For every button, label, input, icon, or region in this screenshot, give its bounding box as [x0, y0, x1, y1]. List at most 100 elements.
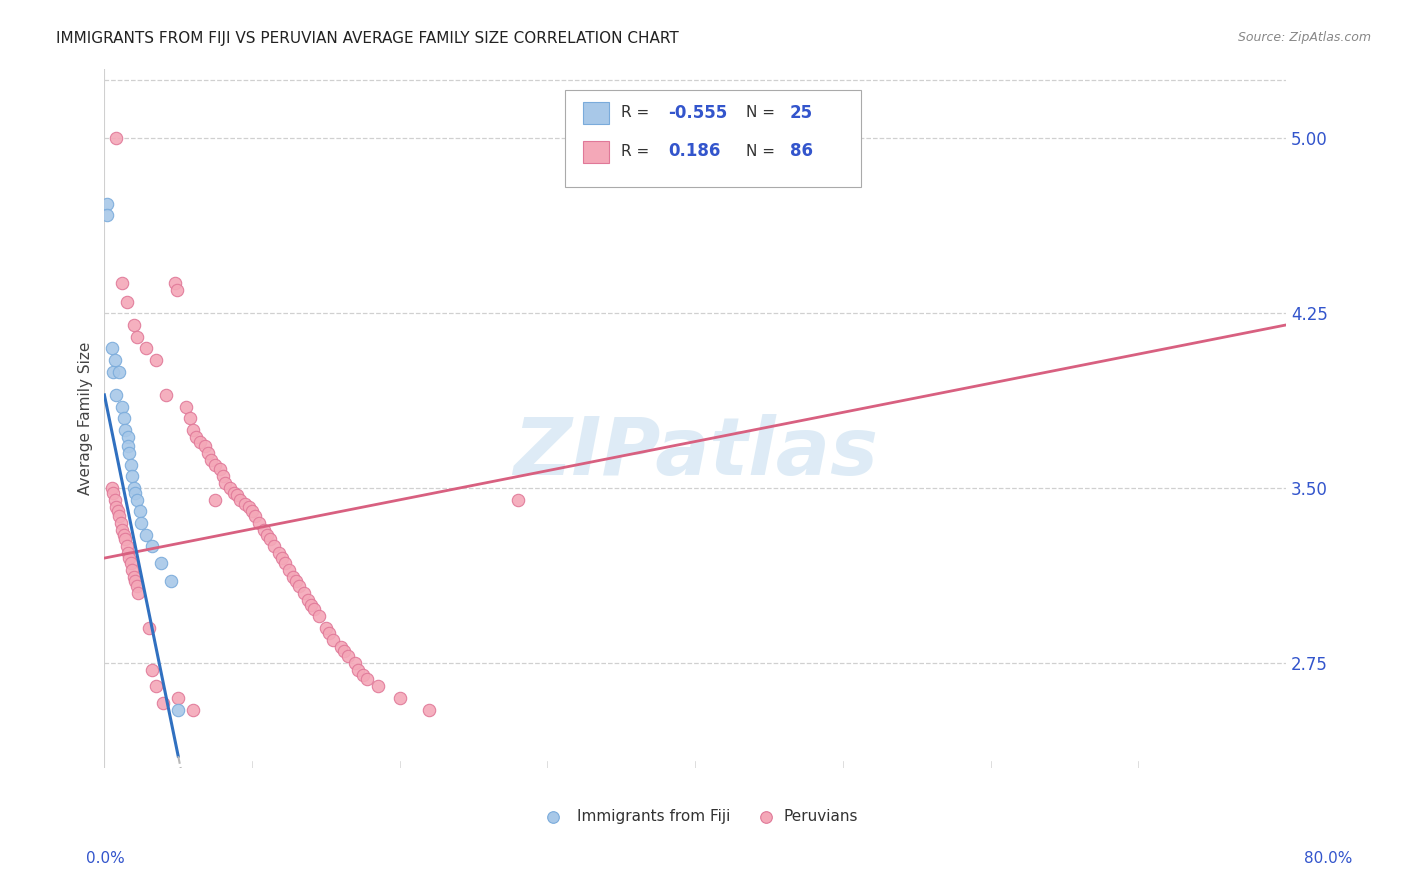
Point: [128, 504, 150, 518]
Point: [256, 528, 278, 542]
Point: [197, 446, 219, 460]
Text: 0.0%: 0.0%: [86, 851, 125, 865]
Point: [259, 533, 281, 547]
Point: [240, 504, 263, 518]
Text: 80.0%: 80.0%: [1305, 851, 1353, 865]
Point: [122, 481, 145, 495]
Point: [127, 586, 149, 600]
Point: [329, 640, 352, 654]
Point: [124, 574, 146, 589]
Point: [118, 446, 141, 460]
Point: [194, 439, 217, 453]
Point: [96, 196, 118, 211]
Point: [107, 504, 129, 518]
Text: R =: R =: [620, 144, 654, 159]
Point: [104, 353, 127, 368]
Point: [418, 703, 440, 717]
Point: [100, 341, 122, 355]
Point: [121, 563, 143, 577]
Point: [120, 556, 142, 570]
Point: [233, 498, 256, 512]
Point: [165, 276, 187, 290]
Point: [344, 656, 367, 670]
Text: IMMIGRANTS FROM FIJI VS PERUVIAN AVERAGE FAMILY SIZE CORRELATION CHART: IMMIGRANTS FROM FIJI VS PERUVIAN AVERAGE…: [56, 31, 679, 46]
Point: [105, 388, 128, 402]
Bar: [583, 141, 609, 163]
Point: [273, 556, 295, 570]
Point: [135, 341, 157, 355]
Point: [100, 481, 122, 495]
Point: [179, 411, 201, 425]
Point: [149, 556, 172, 570]
Point: [155, 388, 177, 402]
Point: [367, 679, 389, 693]
Point: [105, 500, 128, 514]
Point: [238, 500, 260, 514]
Point: [145, 353, 167, 368]
Point: [204, 458, 226, 472]
Point: [299, 598, 322, 612]
Point: [125, 492, 148, 507]
Point: [111, 523, 134, 537]
Point: [141, 663, 163, 677]
Point: [332, 644, 354, 658]
Point: [115, 540, 138, 554]
Point: [111, 276, 134, 290]
Point: [166, 283, 188, 297]
Point: [125, 579, 148, 593]
Point: [352, 667, 374, 681]
Point: [103, 485, 125, 500]
Point: [117, 546, 139, 560]
Point: [141, 540, 163, 554]
Text: 0.186: 0.186: [668, 142, 720, 160]
Text: R =: R =: [620, 105, 654, 120]
Point: [315, 621, 337, 635]
Point: [131, 516, 153, 530]
Point: [112, 411, 135, 425]
Text: -0.555: -0.555: [668, 103, 727, 121]
Point: [226, 488, 249, 502]
Point: [135, 528, 157, 542]
Point: [117, 439, 139, 453]
Point: [200, 453, 222, 467]
Text: ZIPatlas: ZIPatlas: [513, 414, 877, 492]
Point: [243, 509, 266, 524]
Point: [190, 434, 212, 449]
Point: [263, 540, 285, 554]
Y-axis label: Average Family Size: Average Family Size: [79, 342, 93, 495]
Bar: [583, 102, 609, 125]
Point: [108, 509, 131, 524]
Point: [181, 703, 204, 717]
Point: [204, 492, 226, 507]
Point: [152, 696, 174, 710]
Point: [112, 528, 135, 542]
Point: [211, 469, 233, 483]
Point: [337, 648, 360, 663]
Point: [253, 523, 276, 537]
Point: [120, 458, 142, 472]
Point: [214, 476, 236, 491]
Text: Immigrants from Fiji: Immigrants from Fiji: [576, 809, 730, 824]
Point: [388, 690, 411, 705]
Point: [110, 516, 132, 530]
Text: N =: N =: [747, 105, 780, 120]
Point: [115, 294, 138, 309]
Point: [302, 602, 325, 616]
Point: [117, 430, 139, 444]
Point: [111, 400, 134, 414]
Text: Peruvians: Peruvians: [783, 809, 858, 824]
Point: [122, 318, 145, 332]
Point: [356, 673, 378, 687]
Text: Source: ZipAtlas.com: Source: ZipAtlas.com: [1237, 31, 1371, 45]
Text: 86: 86: [790, 142, 813, 160]
Point: [118, 551, 141, 566]
Text: 25: 25: [790, 103, 813, 121]
Point: [103, 365, 125, 379]
Point: [184, 430, 207, 444]
Point: [138, 621, 160, 635]
Point: [104, 492, 127, 507]
Point: [108, 365, 131, 379]
Point: [288, 579, 311, 593]
Point: [224, 485, 246, 500]
Point: [285, 574, 308, 589]
